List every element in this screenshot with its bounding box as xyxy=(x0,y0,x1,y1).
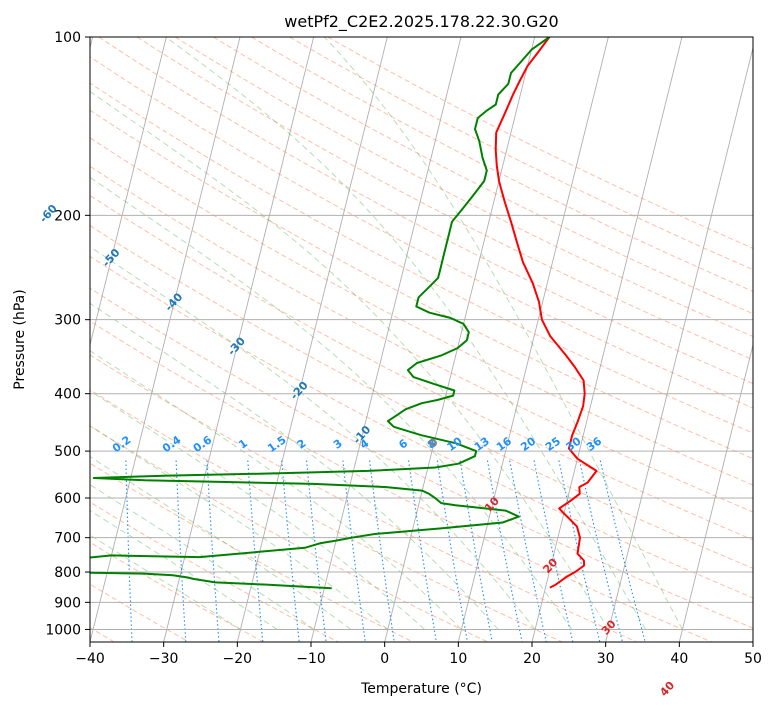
plot-frame xyxy=(89,36,754,643)
dewpoint-profile xyxy=(90,37,550,590)
mixing-ratio-line xyxy=(408,460,437,642)
moist-adiabat xyxy=(324,37,683,630)
background-lines xyxy=(90,37,753,642)
x-tick-label: −20 xyxy=(223,651,253,667)
x-tick-label: −10 xyxy=(296,651,326,667)
y-tick-label: 600 xyxy=(54,491,81,507)
x-tick-label: −40 xyxy=(75,651,105,667)
dry-adiabat xyxy=(289,37,753,271)
y-tick-label: 400 xyxy=(54,387,81,403)
y-tick-label: 200 xyxy=(54,208,81,224)
y-axis: 100 200 300 400 500 600 700 800 900 1000 xyxy=(45,30,90,638)
y-tick-label: 500 xyxy=(54,444,81,460)
moist-adiabat xyxy=(90,246,536,630)
moist-adiabat xyxy=(90,302,499,630)
isotherm-line xyxy=(163,37,315,642)
mixing-ratio-line xyxy=(459,460,493,642)
mixing-ratio-line xyxy=(486,460,523,642)
temperature-profile xyxy=(494,37,598,589)
mixing-ratio-line xyxy=(436,460,469,642)
mixing-ratio-line xyxy=(306,460,327,642)
moist-adiabat xyxy=(90,176,573,630)
mixing-ratio-line xyxy=(369,460,395,642)
isotherm-line xyxy=(384,37,536,642)
y-tick-label: 300 xyxy=(54,313,81,329)
dry-adiabat xyxy=(90,501,339,642)
moist-adiabat xyxy=(90,484,315,630)
dry-adiabat xyxy=(90,255,753,599)
moist-adiabat xyxy=(90,456,352,630)
mixing-ratio-line xyxy=(599,460,646,642)
dry-adiabat xyxy=(213,37,753,315)
x-tick-label: 0 xyxy=(380,651,389,667)
y-tick-label: 1000 xyxy=(45,622,81,638)
dry-adiabat xyxy=(98,37,753,385)
mixing-ratio-line xyxy=(342,460,366,642)
isotherm-line xyxy=(236,37,388,642)
moist-adiabat xyxy=(165,37,647,630)
y-tick-label: 800 xyxy=(54,565,81,581)
isotherm-line xyxy=(90,37,167,347)
x-tick-label: 10 xyxy=(449,651,467,667)
x-axis: −40 −30 −20 −10 0 10 20 30 40 50 xyxy=(75,642,762,667)
mixing-ratio-line xyxy=(578,460,623,642)
dry-adiabat xyxy=(90,56,753,409)
dry-adiabat xyxy=(90,287,753,629)
y-tick-label: 900 xyxy=(54,595,81,611)
dry-adiabat xyxy=(136,37,753,361)
dry-adiabat xyxy=(90,137,753,486)
chart-title: wetPf2_C2E2.2025.178.22.30.G20 xyxy=(284,12,558,32)
x-tick-label: 30 xyxy=(597,651,615,667)
x-tick-label: 20 xyxy=(523,651,541,667)
y-axis-title: Pressure (hPa) xyxy=(12,289,28,389)
moist-adiabat xyxy=(90,390,425,630)
isotherm-line xyxy=(678,343,753,642)
y-tick-label: 700 xyxy=(54,531,81,547)
moist-adiabat xyxy=(90,90,610,630)
y-tick-label: 100 xyxy=(54,30,81,46)
isotherm-line xyxy=(531,37,683,642)
dry-adiabat xyxy=(90,194,753,541)
isotherm-line xyxy=(457,37,609,642)
x-tick-label: 50 xyxy=(744,651,762,667)
x-axis-title: Temperature (°C) xyxy=(360,681,482,697)
x-tick-label: 40 xyxy=(670,651,688,667)
moist-adiabat xyxy=(90,350,462,630)
x-tick-label: −30 xyxy=(149,651,179,667)
pressure-grid xyxy=(90,37,753,630)
mixing-ratio-line xyxy=(533,460,574,642)
dry-adiabat xyxy=(90,109,753,460)
isotherm-line xyxy=(90,37,241,642)
sounding-profiles xyxy=(90,37,598,590)
isotherm-line xyxy=(605,45,753,642)
mixing-ratio-line xyxy=(509,460,547,642)
